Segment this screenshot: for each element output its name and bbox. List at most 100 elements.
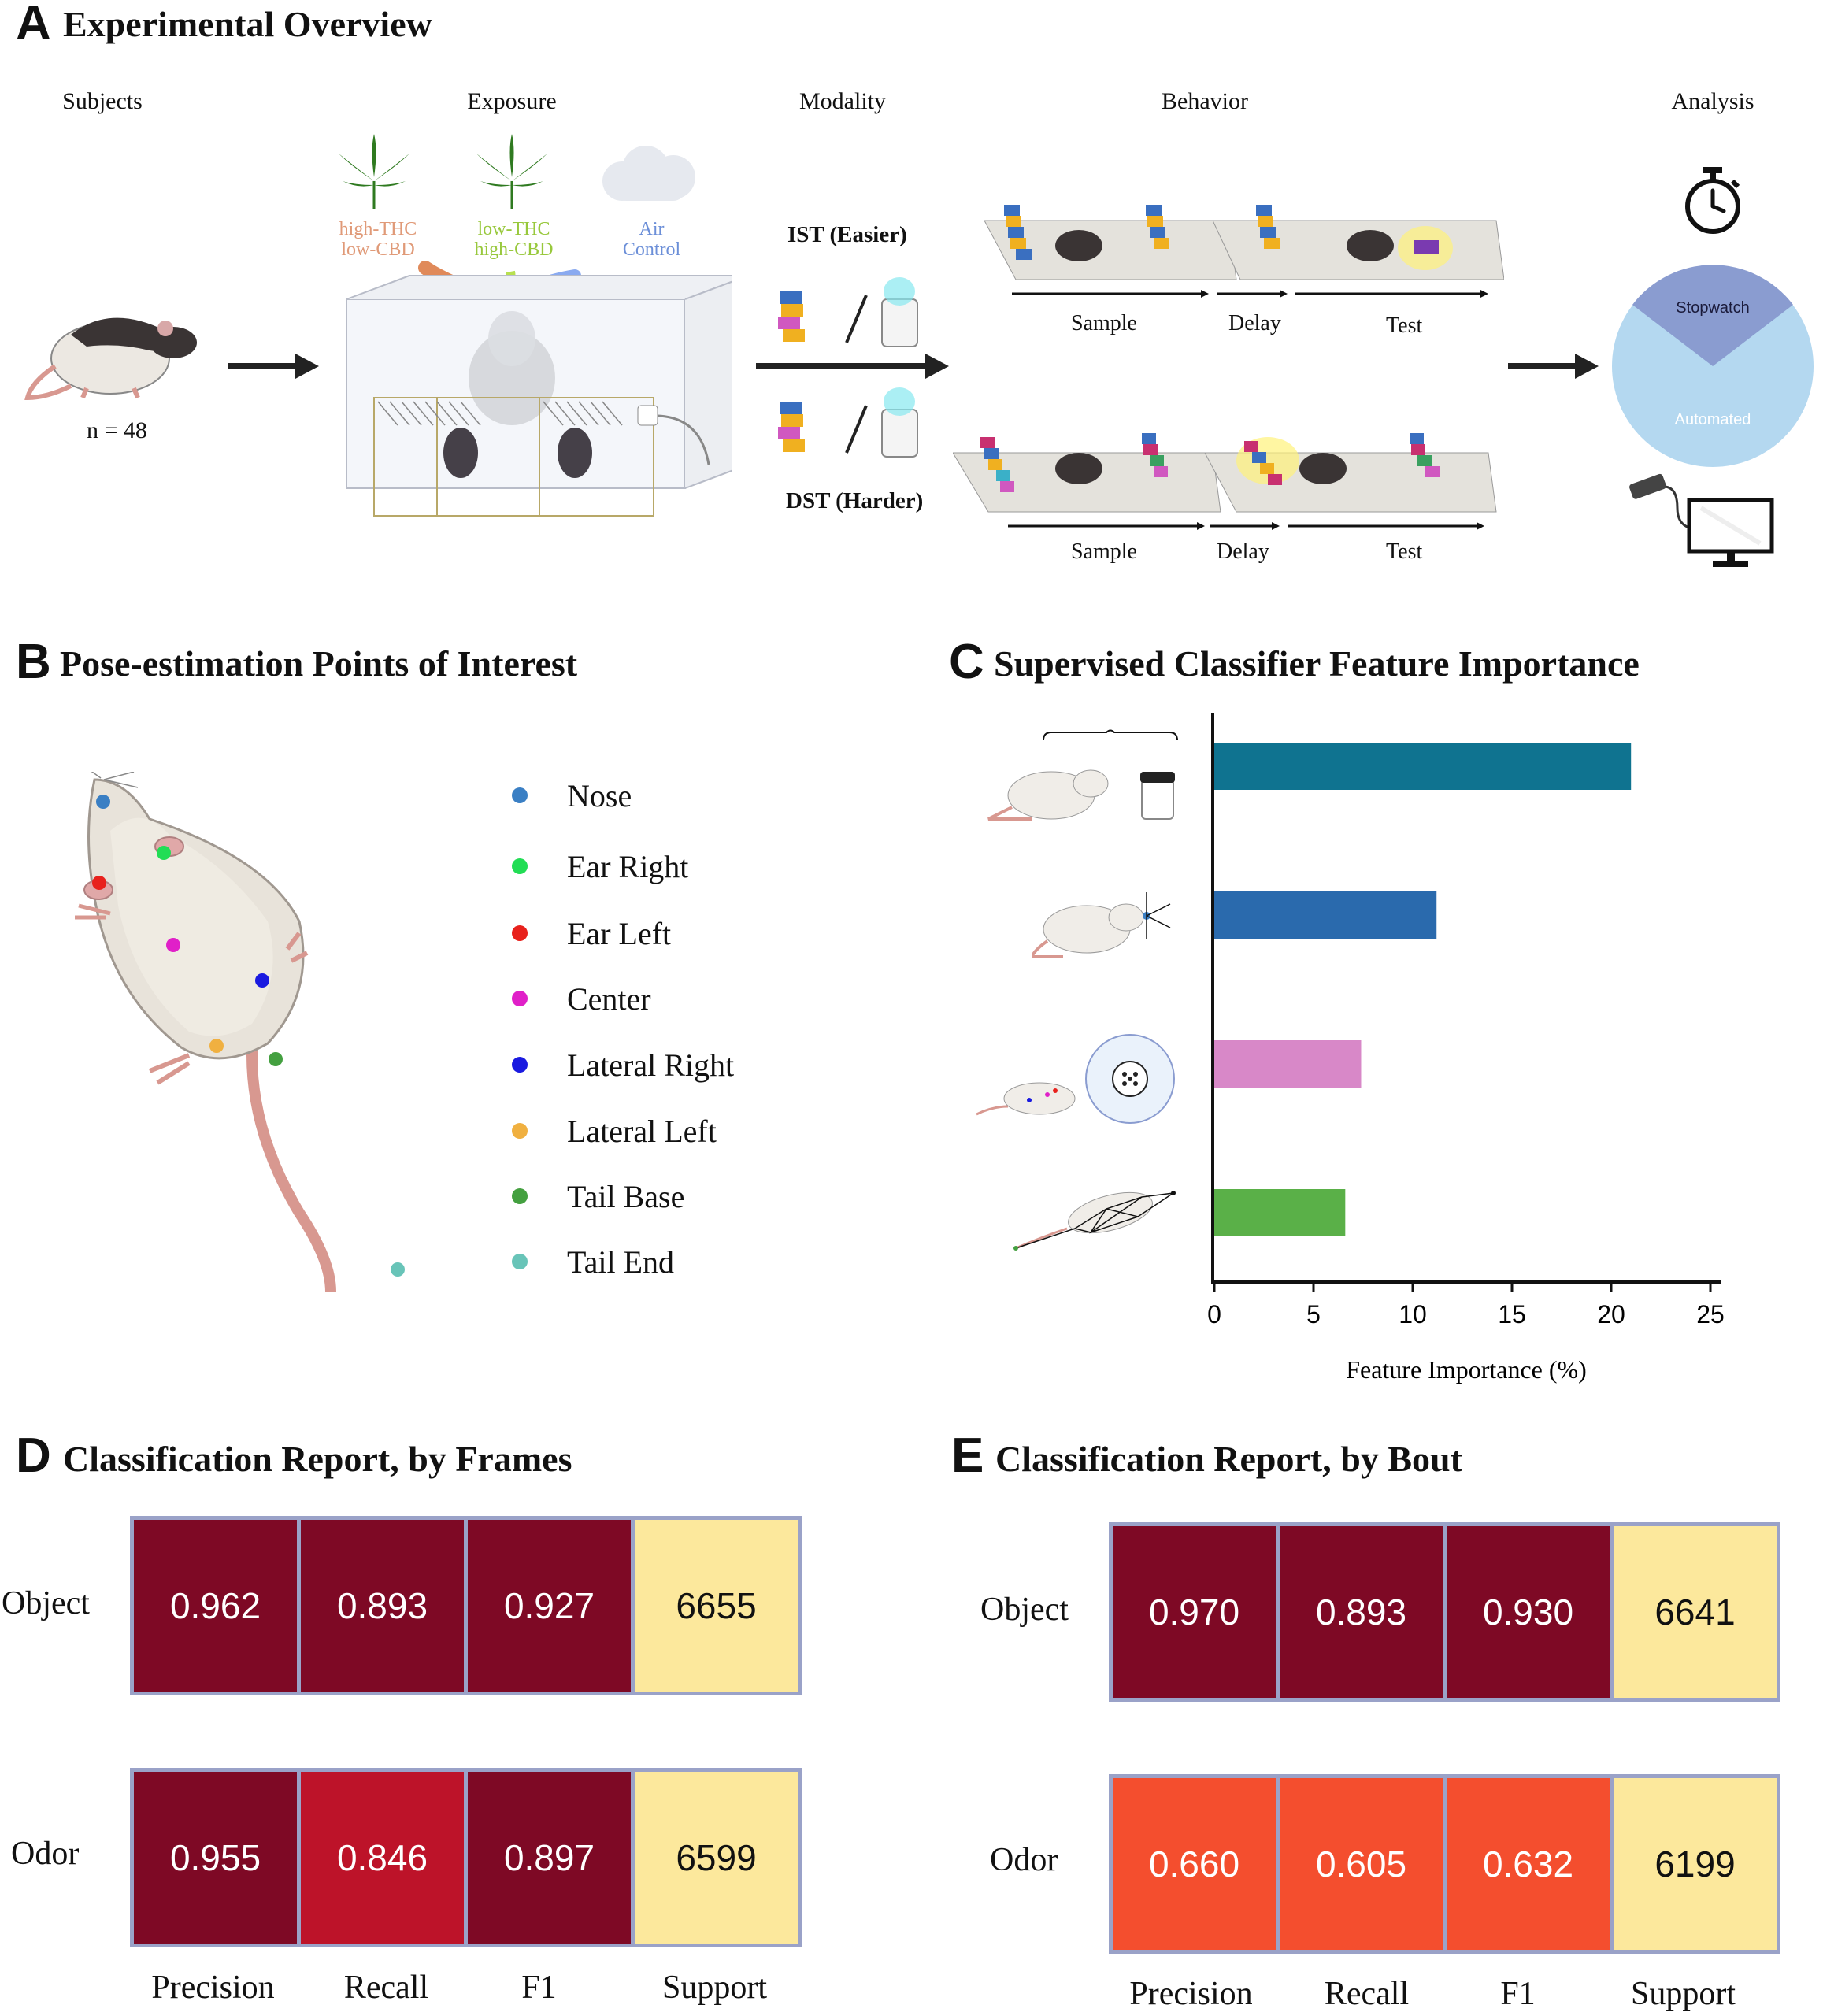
exposure-label-line: low-THC	[477, 219, 550, 239]
keypoint-center	[166, 938, 180, 952]
exposure-label-low-thc: low-THC high-CBD	[465, 219, 563, 260]
n-label: n = 48	[87, 417, 147, 443]
row-label-object: Object	[2, 1585, 90, 1621]
ist-phase-test: Test	[1386, 313, 1423, 338]
metric-cell: 0.897	[464, 1768, 635, 1947]
report-table-frames-object: 0.962 0.893 0.927 6655	[130, 1516, 802, 1695]
legend-item: Nose	[512, 776, 632, 815]
x-tick-label: 5	[1306, 1300, 1321, 1329]
panel-d-title: Classification Report, by Frames	[63, 1439, 572, 1479]
object-odor-modality-icon	[778, 387, 918, 458]
col-label-f1: F1	[1500, 1976, 1536, 2012]
legend-dot	[512, 1188, 528, 1204]
legend-label: Ear Left	[567, 915, 672, 951]
col-label-precision: Precision	[151, 1970, 275, 2006]
x-tick-label: 25	[1696, 1300, 1725, 1329]
dst-behavior-arena-illustration	[953, 433, 1497, 513]
legend-item: Lateral Right	[512, 1045, 734, 1084]
dst-timeline-arrows	[1008, 522, 1484, 530]
x-tick-label: 20	[1597, 1300, 1625, 1329]
legend-item: Tail End	[512, 1242, 674, 1281]
ist-behavior-arena-illustration	[984, 205, 1504, 280]
x-tick-label: 10	[1399, 1300, 1427, 1329]
dst-phase-sample: Sample	[1071, 539, 1137, 564]
table-row: 0.970 0.893 0.930 6641	[1109, 1522, 1780, 1702]
legend-dot	[512, 788, 528, 803]
feature-bar	[1214, 1189, 1346, 1236]
panel-c-title: Supervised Classifier Feature Importance	[994, 643, 1640, 684]
legend-dot	[512, 1123, 528, 1139]
table-row: 0.962 0.893 0.927 6655	[130, 1516, 802, 1695]
feature-importance-chart: 0 5 10 15 20 25 Feature Importance (%)	[1207, 713, 1725, 1384]
panel-e-title: Classification Report, by Bout	[995, 1439, 1462, 1479]
row-label-object: Object	[980, 1592, 1069, 1628]
subject-rat-illustration	[24, 317, 197, 401]
legend-label: Lateral Right	[567, 1047, 735, 1083]
table-row: 0.660 0.605 0.632 6199	[1109, 1774, 1780, 1954]
keypoint-ear-left	[92, 876, 106, 890]
report-table-bout-object: 0.970 0.893 0.930 6641	[1109, 1522, 1780, 1702]
ist-phase-delay: Delay	[1228, 311, 1281, 335]
col-label-support: Support	[661, 1970, 767, 2006]
legend-item: Lateral Left	[512, 1111, 717, 1151]
arrow-right-icon	[756, 354, 949, 379]
keypoint-tail-end	[391, 1262, 405, 1277]
row-label-odor: Odor	[11, 1836, 80, 1872]
metric-cell: 6641	[1610, 1522, 1780, 1702]
col-label-precision: Precision	[1129, 1976, 1253, 2012]
dst-phase-delay: Delay	[1217, 539, 1269, 564]
legend-label: Nose	[567, 777, 632, 813]
analysis-auto-label: Automated	[1674, 411, 1751, 428]
exposure-label-high-thc: high-THC low-CBD	[331, 219, 425, 260]
keypoint-ear-right	[157, 846, 171, 860]
col-modality: Modality	[799, 88, 886, 114]
legend-label: Lateral Left	[567, 1113, 717, 1149]
pose-rat-illustration	[75, 772, 336, 1292]
panel-d-letter: D	[16, 1429, 51, 1483]
legend-label: Ear Right	[567, 848, 689, 884]
metric-cell: 0.955	[130, 1768, 301, 1947]
analysis-pie-illustration	[1612, 265, 1814, 467]
legend-dot	[512, 858, 528, 874]
exposure-label-line: Air	[639, 219, 665, 239]
metric-cell: 6655	[631, 1516, 802, 1695]
metric-cell: 0.632	[1443, 1774, 1614, 1954]
object-odor-modality-icon	[778, 277, 918, 347]
panel-e-letter: E	[951, 1429, 984, 1483]
nose-direction-feature-icon	[1032, 892, 1171, 958]
metric-cell: 0.893	[1276, 1522, 1447, 1702]
metric-cell: 6199	[1610, 1774, 1780, 1954]
legend-dot	[512, 1057, 528, 1073]
exposure-label-line: low-CBD	[341, 239, 415, 260]
legend-item: Center	[512, 979, 651, 1018]
dst-phase-test: Test	[1386, 539, 1423, 564]
stopwatch-icon	[1685, 167, 1740, 234]
ist-timeline-arrows	[1012, 290, 1488, 298]
panel-b-letter: B	[16, 635, 51, 689]
air-cloud-icon	[602, 146, 695, 201]
cannabis-leaf-icon	[476, 134, 547, 209]
arrow-right-icon	[1508, 354, 1599, 379]
table-row: 0.955 0.846 0.897 6599	[130, 1768, 802, 1947]
col-behavior: Behavior	[1162, 88, 1248, 114]
report-table-frames-odor: 0.955 0.846 0.897 6599	[130, 1768, 802, 1947]
task-ist: IST (Easier)	[787, 222, 907, 247]
ist-phase-sample: Sample	[1071, 311, 1137, 335]
body-keypoint-feature-icon	[976, 1034, 1175, 1124]
legend-dot	[512, 991, 528, 1006]
feature-bar	[1214, 743, 1632, 790]
skeleton-feature-icon	[1013, 1191, 1176, 1251]
metric-cell: 0.893	[297, 1516, 468, 1695]
exposure-label-line: high-CBD	[474, 239, 554, 260]
col-label-support: Support	[1630, 1976, 1736, 2012]
keypoint-lateral-left	[209, 1039, 224, 1053]
keypoint-tail-base	[269, 1052, 283, 1066]
col-label-recall: Recall	[1324, 1976, 1410, 2012]
legend-label: Tail End	[567, 1243, 675, 1280]
arrow-right-icon	[228, 354, 319, 379]
metric-cell: 0.846	[297, 1768, 468, 1947]
col-analysis: Analysis	[1671, 88, 1754, 114]
metric-cell: 0.927	[464, 1516, 635, 1695]
metric-cell: 0.930	[1443, 1522, 1614, 1702]
exposure-label-line: high-THC	[339, 219, 417, 239]
